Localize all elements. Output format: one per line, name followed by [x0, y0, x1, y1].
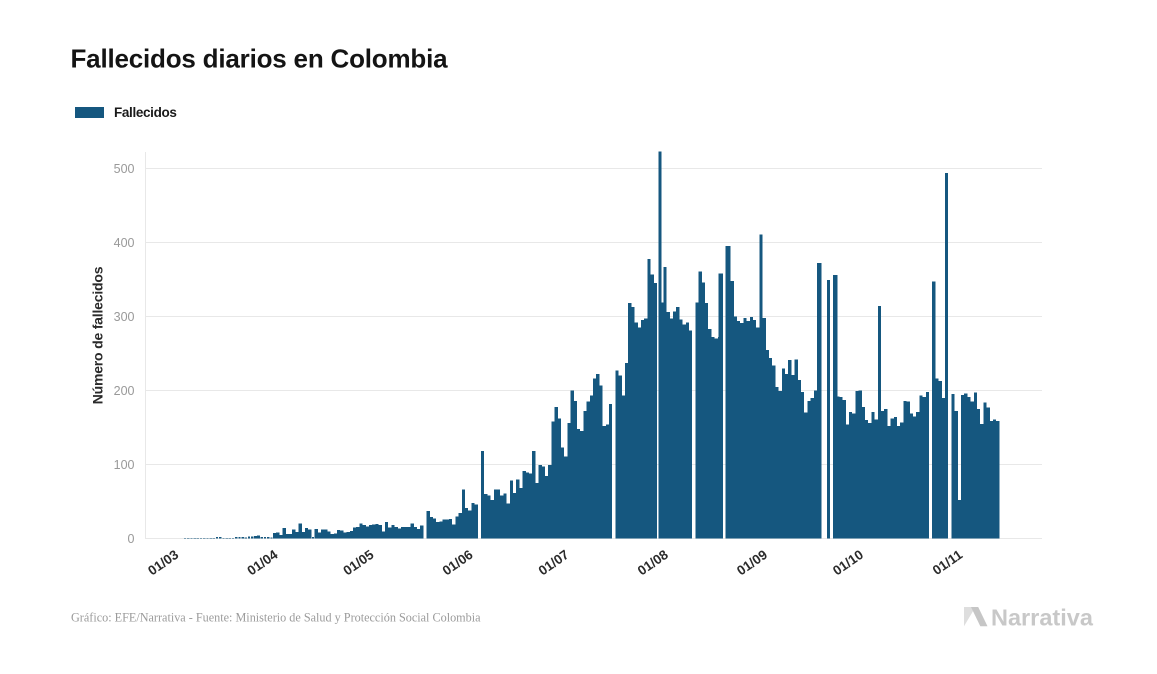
svg-text:500: 500 [114, 162, 135, 176]
svg-text:01/10: 01/10 [830, 547, 866, 579]
svg-text:200: 200 [114, 384, 135, 398]
svg-text:300: 300 [114, 310, 135, 324]
svg-text:01/07: 01/07 [536, 547, 572, 579]
svg-text:Narrativa: Narrativa [991, 605, 1094, 631]
svg-text:01/05: 01/05 [340, 547, 377, 579]
svg-text:01/09: 01/09 [734, 547, 770, 579]
svg-text:Fallecidos diarios en Colombia: Fallecidos diarios en Colombia [71, 44, 449, 74]
svg-text:Número de fallecidos: Número de fallecidos [90, 266, 106, 404]
svg-text:01/06: 01/06 [440, 547, 476, 579]
svg-text:01/03: 01/03 [145, 547, 181, 579]
svg-text:0: 0 [128, 532, 135, 546]
svg-text:Fallecidos: Fallecidos [114, 105, 177, 120]
svg-text:01/04: 01/04 [244, 547, 281, 579]
svg-text:Gráfico: EFE/Narrativa - Fuent: Gráfico: EFE/Narrativa - Fuente: Ministe… [71, 611, 481, 625]
svg-text:400: 400 [114, 236, 135, 250]
svg-text:01/11: 01/11 [930, 547, 966, 578]
svg-text:100: 100 [114, 458, 135, 472]
svg-text:01/08: 01/08 [635, 547, 672, 579]
